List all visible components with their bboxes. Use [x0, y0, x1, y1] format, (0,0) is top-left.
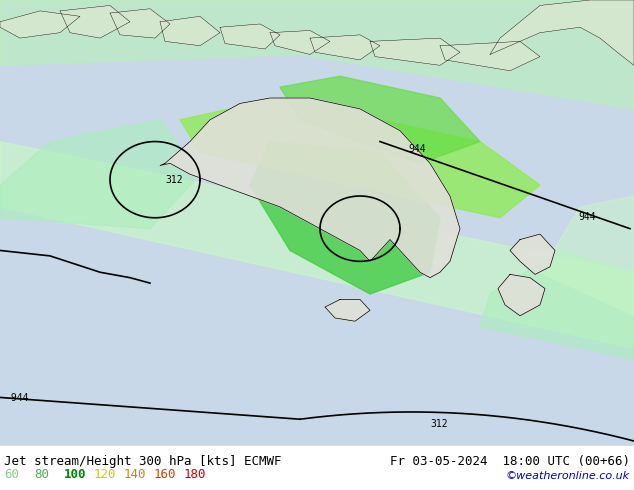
Polygon shape [498, 274, 545, 316]
Text: Jet stream/Height 300 hPa [kts] ECMWF: Jet stream/Height 300 hPa [kts] ECMWF [4, 455, 281, 468]
Polygon shape [0, 0, 634, 109]
Text: 60: 60 [4, 468, 19, 481]
Polygon shape [310, 35, 380, 60]
Polygon shape [480, 250, 634, 359]
Text: 180: 180 [184, 468, 207, 481]
Text: 140: 140 [124, 468, 146, 481]
Polygon shape [220, 24, 280, 49]
Polygon shape [250, 142, 440, 294]
Text: 80: 80 [34, 468, 49, 481]
Text: 120: 120 [94, 468, 117, 481]
Polygon shape [490, 0, 634, 65]
Text: 312: 312 [430, 419, 448, 429]
Polygon shape [160, 16, 220, 46]
Polygon shape [270, 30, 330, 54]
Text: 944: 944 [408, 145, 425, 154]
Polygon shape [0, 142, 634, 348]
Text: 100: 100 [64, 468, 86, 481]
Polygon shape [180, 98, 540, 218]
Text: -944: -944 [5, 392, 29, 403]
Bar [0, 446, 634, 490]
Text: 160: 160 [154, 468, 176, 481]
Polygon shape [325, 299, 370, 321]
Text: 944: 944 [578, 212, 595, 222]
Polygon shape [110, 9, 170, 38]
Polygon shape [440, 41, 540, 71]
Text: Fr 03-05-2024  18:00 UTC (00+66): Fr 03-05-2024 18:00 UTC (00+66) [390, 455, 630, 468]
Polygon shape [60, 5, 130, 38]
Polygon shape [0, 120, 200, 229]
Text: 312: 312 [165, 175, 183, 185]
Polygon shape [0, 11, 80, 38]
Polygon shape [510, 234, 555, 274]
Polygon shape [540, 196, 634, 316]
Polygon shape [280, 76, 480, 163]
Polygon shape [160, 98, 460, 278]
Polygon shape [370, 38, 460, 65]
Text: ©weatheronline.co.uk: ©weatheronline.co.uk [506, 471, 630, 481]
